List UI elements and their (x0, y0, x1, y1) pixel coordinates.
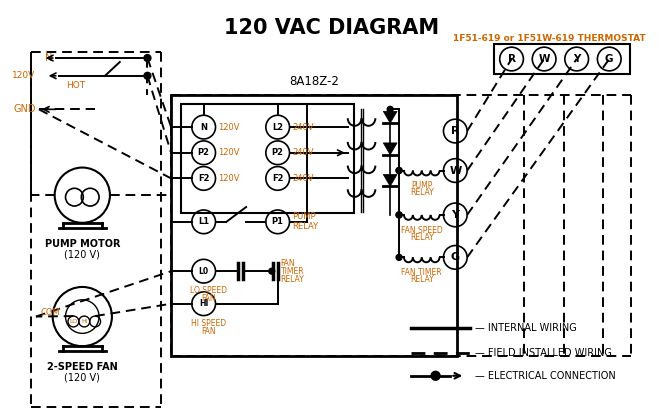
Text: 120 VAC DIAGRAM: 120 VAC DIAGRAM (224, 18, 440, 38)
Text: P1: P1 (271, 217, 283, 226)
Text: 2-SPEED FAN: 2-SPEED FAN (47, 362, 118, 372)
Text: RELAY: RELAY (281, 274, 304, 284)
Text: 120V: 120V (218, 174, 240, 183)
Text: RELAY: RELAY (410, 233, 433, 242)
Circle shape (144, 54, 151, 62)
Text: PUMP MOTOR: PUMP MOTOR (44, 238, 120, 248)
Text: N: N (200, 123, 207, 132)
Text: LO SPEED: LO SPEED (190, 287, 227, 295)
Text: TIMER: TIMER (281, 266, 304, 276)
Polygon shape (383, 174, 397, 186)
Text: GND: GND (13, 104, 36, 114)
Text: (120 V): (120 V) (64, 373, 100, 383)
Circle shape (396, 168, 402, 173)
Bar (181, 104, 354, 213)
Text: 120V: 120V (218, 123, 240, 132)
Circle shape (144, 72, 151, 79)
Text: R: R (451, 126, 460, 136)
Text: COM: COM (41, 308, 60, 317)
Bar (494, 44, 630, 74)
Text: RELAY: RELAY (293, 222, 319, 231)
Polygon shape (383, 111, 397, 123)
Circle shape (396, 168, 402, 173)
Text: HI: HI (199, 299, 208, 308)
Polygon shape (383, 143, 397, 155)
Text: LO: LO (69, 319, 78, 324)
Text: L1: L1 (198, 217, 209, 226)
Text: — ELECTRICAL CONNECTION: — ELECTRICAL CONNECTION (475, 371, 616, 381)
Circle shape (396, 212, 402, 218)
Text: R: R (508, 54, 515, 64)
Text: P2: P2 (271, 148, 283, 157)
Text: W: W (449, 166, 462, 176)
Bar (171, 95, 458, 356)
Circle shape (431, 371, 440, 380)
Text: HOT: HOT (66, 81, 85, 90)
Circle shape (396, 212, 402, 218)
Text: 240V: 240V (293, 123, 314, 132)
Text: HI SPEED: HI SPEED (191, 319, 226, 328)
Text: G: G (451, 252, 460, 262)
Text: — FIELD INSTALLED WIRING: — FIELD INSTALLED WIRING (475, 348, 612, 358)
Circle shape (396, 254, 402, 260)
Text: 240V: 240V (293, 174, 314, 183)
Text: FAN: FAN (201, 294, 216, 303)
Text: L0: L0 (198, 266, 209, 276)
Text: F2: F2 (198, 174, 210, 183)
Text: RELAY: RELAY (410, 275, 433, 284)
Text: — INTERNAL WIRING: — INTERNAL WIRING (475, 323, 577, 334)
Text: L2: L2 (272, 123, 283, 132)
Circle shape (269, 268, 275, 274)
Text: RELAY: RELAY (410, 188, 433, 197)
Text: W: W (539, 54, 550, 64)
Text: F2: F2 (272, 174, 283, 183)
Text: 120V: 120V (218, 148, 240, 157)
Text: HI: HI (81, 319, 88, 324)
Text: FAN: FAN (281, 259, 295, 268)
Circle shape (387, 106, 393, 112)
Text: FAN SPEED: FAN SPEED (401, 226, 443, 235)
Text: (120 V): (120 V) (64, 249, 100, 259)
Text: PUMP: PUMP (411, 181, 432, 190)
Text: N: N (45, 53, 52, 63)
Text: 240V: 240V (293, 148, 314, 157)
Text: FAN: FAN (201, 327, 216, 336)
Text: G: G (605, 54, 614, 64)
Text: P2: P2 (198, 148, 210, 157)
Text: Y: Y (573, 54, 580, 64)
Text: 1F51-619 or 1F51W-619 THERMOSTAT: 1F51-619 or 1F51W-619 THERMOSTAT (453, 34, 645, 43)
Text: 8A18Z-2: 8A18Z-2 (289, 75, 339, 88)
Text: 120V: 120V (11, 71, 35, 80)
Text: FAN TIMER: FAN TIMER (401, 268, 442, 277)
Text: PUMP: PUMP (293, 212, 316, 221)
Text: Y: Y (452, 210, 460, 220)
